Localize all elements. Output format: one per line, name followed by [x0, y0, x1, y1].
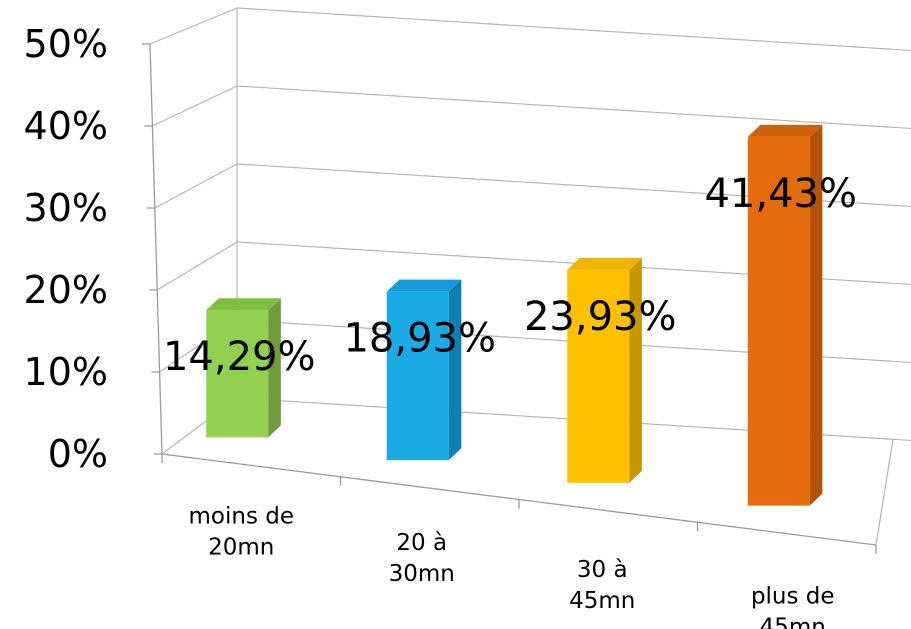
y-tick-label: 50% [24, 22, 108, 66]
bar-top [747, 124, 823, 137]
bar-top [386, 279, 462, 292]
y-tick-label: 30% [24, 186, 108, 230]
bar [386, 291, 449, 461]
data-label: 14,29% [163, 334, 316, 380]
y-tick-label: 40% [24, 104, 108, 148]
bar-top [206, 298, 281, 311]
y-axis-ticks: 0% 10% 20% 30% 40% 50% [24, 22, 162, 476]
x-tick-label: 20mn [208, 534, 274, 560]
gridline [149, 7, 911, 52]
x-tick-label: moins de [189, 503, 295, 529]
gridline [152, 85, 911, 130]
bar-top [567, 257, 642, 270]
bar-side [629, 257, 642, 483]
data-label: 41,43% [704, 171, 857, 217]
bar-side [268, 298, 281, 438]
data-label: 23,93% [524, 294, 677, 340]
floor-edge [875, 439, 894, 546]
x-tick-label: 30 à [577, 557, 628, 583]
bar [206, 310, 269, 438]
bar [567, 269, 630, 483]
category-labels: moins de 20mn 20 à 30mn 30 à 45mn plus de 45mn [189, 503, 835, 629]
bar-side [448, 279, 462, 461]
x-tick-label: 30mn [389, 561, 455, 587]
x-tick-label: 45mn [760, 615, 826, 629]
y-tick-label: 10% [24, 350, 108, 394]
x-tick-label: 20 à [396, 530, 447, 556]
x-tick-label: plus de [751, 584, 835, 610]
bar-side [809, 124, 823, 506]
bars [206, 124, 823, 506]
data-label: 18,93% [343, 316, 496, 362]
y-tick-label: 20% [24, 268, 108, 312]
x-tick-label: 45mn [569, 588, 635, 614]
bar [747, 136, 810, 506]
y-tick-label: 0% [48, 432, 108, 476]
gridlines [149, 7, 911, 554]
data-labels: 14,29% 18,93% 23,93% 41,43% [163, 171, 857, 380]
y-axis-line [149, 43, 163, 455]
